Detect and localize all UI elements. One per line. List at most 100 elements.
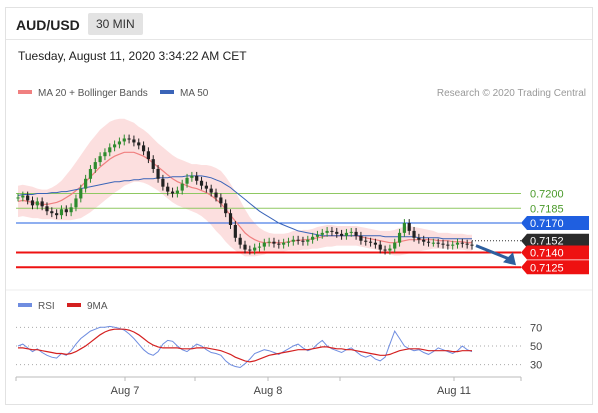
candle-body xyxy=(344,232,349,236)
chart-widget: AUD/USD 30 MIN Tuesday, August 11, 2020 … xyxy=(5,7,593,405)
candle-body xyxy=(296,239,300,241)
forecast-arrow-head xyxy=(503,252,516,266)
price-level-label: 0.7140 xyxy=(530,248,564,260)
candle-body xyxy=(373,242,378,245)
ma50-legend-swatch xyxy=(160,90,174,94)
9ma-legend-swatch xyxy=(67,303,81,307)
candle-body xyxy=(431,242,435,244)
ma50-legend-label: MA 50 xyxy=(180,88,209,99)
candle-body xyxy=(364,240,368,242)
9ma-line xyxy=(18,328,472,363)
candle-body xyxy=(282,242,286,245)
candle-body xyxy=(98,156,102,163)
candle-body xyxy=(161,178,165,187)
candle-body xyxy=(311,236,315,240)
candle-body xyxy=(277,243,281,245)
candle-body xyxy=(325,230,329,233)
candle-body xyxy=(436,242,440,244)
timestamp: Tuesday, August 11, 2020 3:34:22 AM CET xyxy=(18,49,247,63)
candle-body xyxy=(59,209,64,216)
credit-label: Research © 2020 Trading Central xyxy=(437,88,586,99)
candle-body xyxy=(190,175,194,178)
candle-body xyxy=(335,231,339,234)
rsi-plot: 70 50 30 xyxy=(16,322,542,372)
candle-body xyxy=(50,211,54,214)
symbol-label: AUD/USD xyxy=(16,17,80,33)
x-axis-ticks: Aug 7 Aug 8 Aug 11 xyxy=(15,377,522,397)
candle-body xyxy=(141,145,146,152)
candle-body xyxy=(108,147,112,153)
candle-body xyxy=(248,249,252,251)
candle-body xyxy=(349,231,353,233)
candle-body xyxy=(470,244,474,246)
candle-body xyxy=(166,186,170,192)
candle-body xyxy=(127,138,131,140)
candle-body xyxy=(122,138,126,142)
candle-body xyxy=(185,177,189,184)
candle-body xyxy=(383,249,387,251)
candle-body xyxy=(88,168,93,179)
candle-body xyxy=(132,139,136,143)
price-legend: MA 20 + Bollinger Bands MA 50 xyxy=(18,88,209,99)
timeframe-button[interactable]: 30 MIN xyxy=(88,13,143,35)
candle-body xyxy=(301,240,305,242)
candle-body xyxy=(253,247,257,251)
candle-body xyxy=(291,239,295,242)
candle-body xyxy=(180,183,184,191)
forecast-arrow-shaft xyxy=(475,244,511,261)
candle-body xyxy=(209,188,213,193)
candle-body xyxy=(426,241,431,243)
rsi-tick-label: 50 xyxy=(530,341,542,353)
price-label-box xyxy=(521,260,589,275)
candle-body xyxy=(417,237,421,240)
candle-body xyxy=(35,201,39,206)
candle-body xyxy=(30,200,35,206)
candle-body xyxy=(16,197,20,199)
candle-body xyxy=(79,188,83,199)
candle-body xyxy=(45,206,49,212)
candle-body xyxy=(26,195,30,201)
candle-body xyxy=(465,243,469,245)
rsi-legend: RSI 9MA xyxy=(18,301,108,312)
candle-body xyxy=(354,231,358,236)
candle-body xyxy=(388,248,392,251)
candle-body xyxy=(315,234,320,237)
candle-body xyxy=(137,142,141,146)
candle-body xyxy=(228,213,233,225)
rsi-legend-label: RSI xyxy=(38,301,55,312)
candle-body xyxy=(460,242,464,244)
candle-body xyxy=(103,152,107,157)
ma20-legend-label: MA 20 + Bollinger Bands xyxy=(38,88,148,99)
price-label-box xyxy=(521,216,589,231)
ma20-line xyxy=(17,151,472,244)
price-level-label: 0.7170 xyxy=(530,218,564,230)
candle-body xyxy=(272,241,276,244)
candle-body xyxy=(219,197,223,204)
candle-body xyxy=(257,246,262,248)
candle-body xyxy=(74,198,78,208)
candle-body xyxy=(55,213,59,216)
candle-body xyxy=(151,159,155,169)
x-axis-tick-label: Aug 7 xyxy=(111,385,140,397)
candle-body xyxy=(117,141,122,145)
price-label-box xyxy=(521,245,589,260)
candle-body xyxy=(69,207,73,213)
rsi-tick-label: 30 xyxy=(530,360,542,372)
price-level-label: 0.7125 xyxy=(530,262,564,274)
rsi-line xyxy=(17,325,473,369)
price-level-label: 0.7200 xyxy=(530,189,564,201)
candle-body xyxy=(446,244,450,246)
candle-body xyxy=(40,201,44,207)
candle-body xyxy=(84,178,88,189)
candle-body xyxy=(422,239,426,242)
candle-body xyxy=(397,232,402,243)
x-axis-tick-label: Aug 8 xyxy=(254,385,283,397)
chart-header: AUD/USD 30 MIN xyxy=(6,8,592,40)
9ma-legend-label: 9MA xyxy=(87,301,108,312)
candle-body xyxy=(267,241,271,243)
candle-body xyxy=(402,223,406,233)
candle-body xyxy=(224,203,228,214)
candle-body xyxy=(339,233,344,236)
